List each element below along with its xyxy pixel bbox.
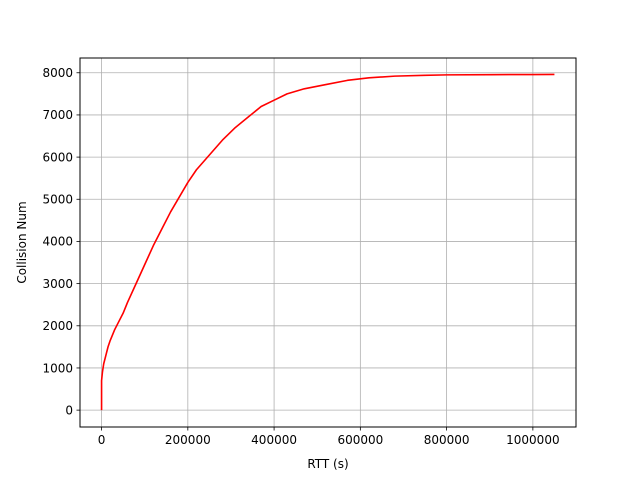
grid — [80, 58, 576, 427]
y-axis: 0 1000 2000 3000 4000 5000 6000 7000 8000 — [42, 66, 80, 417]
y-tick-label: 0 — [65, 403, 73, 417]
x-tick-label: 0 — [98, 433, 106, 447]
plot-frame — [79, 57, 577, 428]
x-axis: 0 200000 400000 600000 800000 1000000 — [98, 427, 560, 447]
x-tick-label: 600000 — [337, 433, 383, 447]
y-tick-label: 1000 — [42, 361, 73, 375]
y-tick-label: 6000 — [42, 150, 73, 164]
x-tick-label: 400000 — [251, 433, 297, 447]
y-tick-label: 3000 — [42, 277, 73, 291]
y-tick-label: 8000 — [42, 66, 73, 80]
y-tick-label: 5000 — [42, 193, 73, 207]
x-tick-label: 1000000 — [506, 433, 559, 447]
y-tick-label: 7000 — [42, 108, 73, 122]
x-tick-label: 200000 — [165, 433, 211, 447]
y-axis-label: Collision Num — [15, 201, 29, 283]
plot-area — [100, 73, 555, 411]
y-tick-label: 2000 — [42, 319, 73, 333]
x-axis-label: RTT (s) — [307, 457, 348, 471]
y-tick-label: 4000 — [42, 235, 73, 249]
series-line — [100, 73, 555, 411]
x-tick-label: 800000 — [424, 433, 470, 447]
